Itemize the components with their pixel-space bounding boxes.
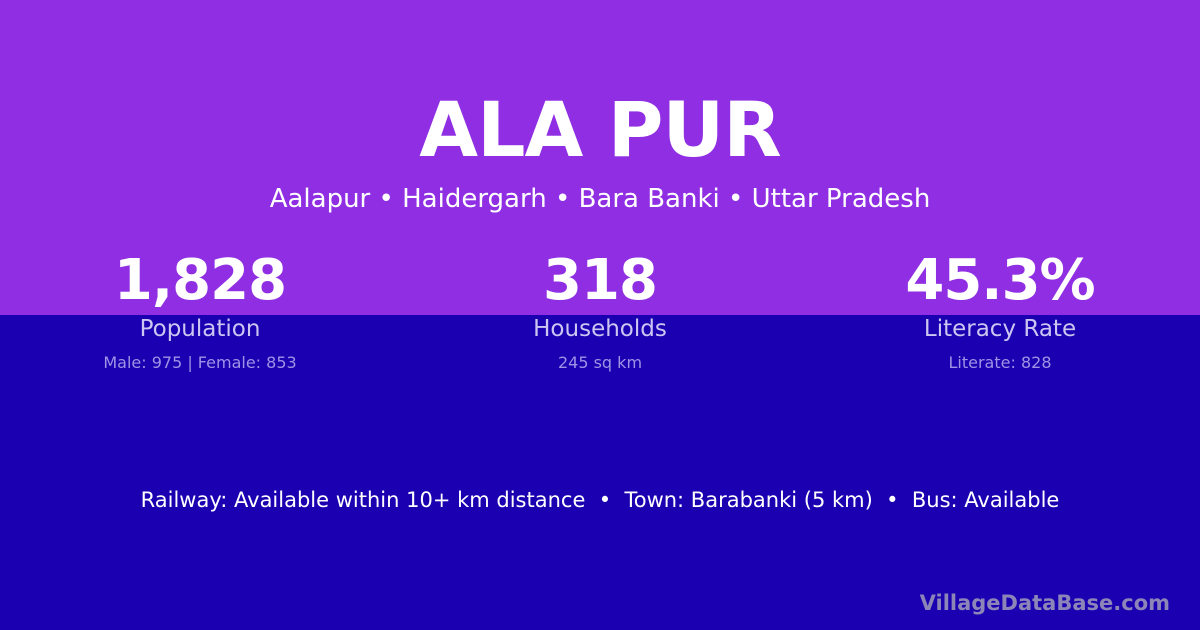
brand-watermark: VillageDataBase.com [919, 591, 1170, 615]
location-breadcrumb: Aalapur • Haidergarh • Bara Banki • Utta… [269, 184, 931, 214]
stat-value: 318 [543, 248, 658, 313]
stat-population: 1,828 Population Male: 975 | Female: 853 [0, 248, 400, 374]
stat-label: Households [533, 316, 667, 342]
stat-label: Population [139, 316, 261, 342]
stat-value: 45.3% [905, 248, 1095, 313]
stat-detail: Literate: 828 [948, 353, 1052, 372]
page-title: ALA PUR [419, 85, 781, 174]
stat-detail: Male: 975 | Female: 853 [103, 353, 297, 372]
stat-detail: 245 sq km [557, 353, 643, 372]
stat-households: 318 Households 245 sq km [400, 248, 800, 374]
header-band [0, 0, 1200, 315]
facilities-line: Railway: Available within 10+ km distanc… [140, 488, 1060, 512]
stat-value: 1,828 [113, 248, 287, 313]
stat-label: Literacy Rate [923, 316, 1077, 342]
stat-literacy: 45.3% Literacy Rate Literate: 828 [800, 248, 1200, 374]
